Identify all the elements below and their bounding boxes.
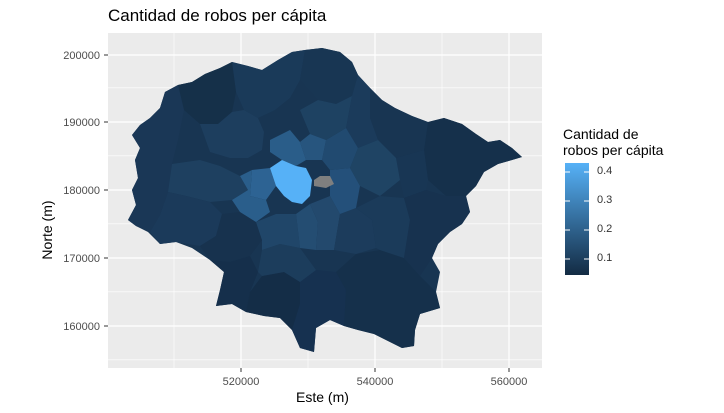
- borough-bromley: [336, 250, 440, 348]
- borough-sutton: [246, 272, 300, 330]
- y-tick-label: 160000: [63, 321, 100, 333]
- borough-enfield: [300, 48, 358, 104]
- borough-richmond: [200, 212, 262, 262]
- borough-wandsworth: [256, 214, 300, 250]
- y-tick-label: 170000: [63, 253, 100, 265]
- borough-kensington: [250, 168, 276, 200]
- y-tick-label: 200000: [63, 50, 100, 62]
- x-tick-labels: 520000 540000 560000: [223, 376, 528, 388]
- borough-havering: [424, 118, 522, 196]
- borough-greenwich: [356, 196, 410, 258]
- chart-title: Cantidad de robos per cápita: [108, 6, 327, 25]
- borough-city-of-london: [314, 176, 334, 188]
- legend-tick-label: 0.4: [597, 165, 613, 177]
- borough-westminster: [270, 160, 312, 204]
- y-tick-label: 180000: [63, 185, 100, 197]
- borough-haringey: [300, 96, 352, 140]
- borough-lambeth: [296, 204, 318, 250]
- x-tick-label: 560000: [491, 376, 528, 388]
- borough-bexley: [404, 190, 470, 276]
- legend-title-line1: Cantidad de: [563, 126, 639, 142]
- borough-hackney: [322, 128, 358, 170]
- borough-barking: [396, 150, 428, 198]
- borough-kingston: [210, 256, 258, 312]
- borough-croydon: [292, 270, 346, 352]
- borough-brent: [200, 110, 264, 158]
- legend-colorbar: [565, 163, 589, 275]
- borough-hammersmith: [232, 170, 270, 222]
- borough-merton: [258, 244, 316, 282]
- legend-title: Cantidad de robos per cápita: [563, 126, 693, 158]
- legend-tick-label: 0.1: [597, 252, 613, 264]
- borough-lewisham: [334, 208, 376, 254]
- borough-harrow: [178, 62, 236, 124]
- legend-tick-label: 0.2: [597, 223, 613, 235]
- london-map: [128, 48, 522, 352]
- legend-ticks: [565, 171, 589, 260]
- borough-barnet: [232, 50, 305, 118]
- x-axis-label: Este (m): [296, 389, 349, 405]
- x-tick-label: 520000: [223, 376, 260, 388]
- borough-southwark: [310, 196, 340, 250]
- borough-hounslow: [150, 192, 222, 246]
- y-tick-label: 190000: [63, 117, 100, 129]
- borough-tower-hamlets: [330, 168, 360, 214]
- axis-ticks: [104, 54, 510, 372]
- y-axis-label: Norte (m): [39, 200, 55, 260]
- borough-camden: [270, 130, 306, 166]
- borough-hillingdon: [128, 85, 184, 232]
- y-tick-labels: 200000 190000 180000 170000 160000: [63, 50, 100, 333]
- borough-newham: [350, 140, 400, 196]
- borough-ealing: [168, 160, 248, 202]
- legend-tick-label: 0.3: [597, 194, 613, 206]
- legend-title-line2: robos per cápita: [563, 142, 664, 158]
- borough-islington: [300, 134, 326, 160]
- x-tick-label: 540000: [357, 376, 394, 388]
- borough-redbridge: [370, 88, 428, 158]
- borough-waltham-forest: [346, 75, 378, 148]
